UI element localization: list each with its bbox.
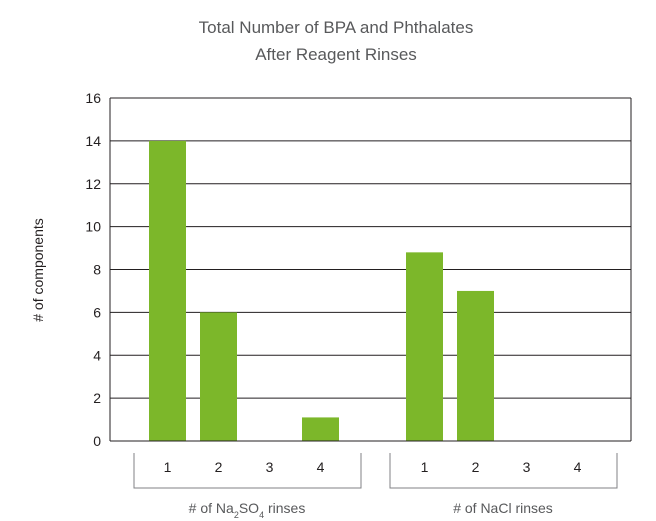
x-category-labels: 1 2 3 4 1 2 3 4 [164, 459, 582, 475]
bar-g2-c2 [457, 290, 494, 441]
chart-title-line-2: After Reagent Rinses [255, 45, 417, 64]
x-tick-label: 2 [215, 459, 223, 475]
group-brackets: # of Na2SO4 rinses # of NaCl rinses [133, 453, 618, 520]
bar-g1-c1 [149, 140, 186, 441]
x-tick-label: 3 [523, 459, 531, 475]
y-tick-label: 4 [93, 347, 101, 363]
group-label-2: # of NaCl rinses [453, 500, 553, 516]
bar-g1-c2 [200, 312, 237, 441]
y-tick-label: 8 [93, 262, 101, 278]
y-tick-label: 14 [85, 133, 101, 149]
x-tick-label: 4 [317, 459, 325, 475]
chart-title: Total Number of BPA and Phthalates After… [199, 18, 474, 64]
y-axis-label: # of components [30, 218, 46, 322]
group-bracket-1 [133, 453, 362, 489]
bars [149, 140, 494, 441]
y-tick-labels: 0 2 4 6 8 10 12 14 16 [85, 90, 101, 449]
bar-g2-c1 [406, 252, 443, 441]
bar-g1-c4 [302, 417, 339, 441]
x-tick-label: 1 [421, 459, 429, 475]
y-tick-label: 0 [93, 433, 101, 449]
chart-title-line-1: Total Number of BPA and Phthalates [199, 18, 474, 37]
gridlines [110, 97, 631, 399]
x-tick-label: 1 [164, 459, 172, 475]
group-label-1: # of Na2SO4 rinses [189, 500, 306, 520]
x-tick-label: 2 [472, 459, 480, 475]
group-bracket-2 [389, 453, 618, 489]
y-tick-label: 16 [85, 90, 101, 106]
y-tick-label: 12 [85, 176, 101, 192]
y-tick-label: 2 [93, 390, 101, 406]
y-tick-label: 10 [85, 219, 101, 235]
y-tick-label: 6 [93, 304, 101, 320]
axes [109, 97, 632, 442]
x-tick-label: 4 [574, 459, 582, 475]
x-tick-label: 3 [266, 459, 274, 475]
